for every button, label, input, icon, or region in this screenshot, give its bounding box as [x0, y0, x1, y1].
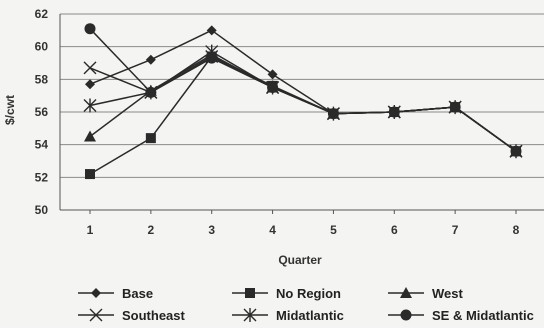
data-point — [145, 133, 156, 144]
legend-label: Midatlantic — [276, 308, 344, 323]
x-tick-label: 8 — [513, 223, 520, 237]
y-tick-label: 52 — [35, 170, 49, 184]
legend-label: SE & Midatlantic — [432, 308, 534, 323]
legend-marker — [91, 288, 101, 298]
x-tick-label: 1 — [87, 223, 94, 237]
x-tick-label: 5 — [330, 223, 337, 237]
data-point — [267, 69, 278, 80]
data-point — [388, 106, 400, 118]
legend-label: Southeast — [122, 308, 186, 323]
x-tick-label: 2 — [148, 223, 155, 237]
data-point — [145, 54, 156, 65]
data-point — [84, 23, 96, 35]
data-point — [83, 61, 97, 75]
data-point — [206, 52, 218, 64]
y-tick-labels: 50 52 54 56 58 60 62 — [35, 7, 49, 217]
legend-item: SE & Midatlantic — [388, 308, 534, 323]
y-axis-label: $/cwt — [3, 95, 17, 125]
y-tick-label: 56 — [35, 105, 49, 119]
data-point — [145, 86, 157, 98]
series-lines — [89, 28, 517, 175]
y-tick-label: 62 — [35, 7, 49, 21]
data-point — [449, 101, 461, 113]
legend-marker — [89, 308, 103, 322]
legend-label: Base — [122, 286, 153, 301]
x-tick-labels: 1 2 3 4 5 6 7 8 — [87, 210, 520, 237]
legend-item: Southeast — [78, 308, 186, 323]
series-markers — [83, 23, 523, 180]
x-tick-label: 4 — [269, 223, 276, 237]
data-point — [267, 82, 279, 93]
legend-item: West — [388, 286, 463, 301]
legend-label: West — [432, 286, 463, 301]
legend-item: Base — [78, 286, 153, 301]
legend-label: No Region — [276, 286, 341, 301]
series-line-no-region — [89, 55, 517, 175]
x-axis-label: Quarter — [278, 253, 322, 267]
data-point — [206, 25, 217, 36]
y-tick-label: 50 — [35, 203, 49, 217]
legend-item: No Region — [232, 286, 341, 301]
data-point — [327, 108, 339, 120]
data-point — [85, 79, 95, 90]
legend-marker — [245, 288, 255, 298]
data-point — [85, 169, 95, 180]
y-tick-label: 60 — [35, 40, 49, 54]
series-line-se-midatlantic — [89, 28, 517, 152]
y-tick-label: 54 — [35, 138, 49, 152]
legend-marker — [400, 309, 412, 321]
legend-marker — [243, 308, 257, 322]
y-tick-label: 58 — [35, 72, 49, 86]
legend-marker — [400, 287, 412, 298]
data-point — [510, 145, 522, 157]
x-tick-label: 6 — [391, 223, 398, 237]
data-point — [84, 130, 96, 142]
x-tick-label: 7 — [452, 223, 459, 237]
x-tick-label: 3 — [208, 223, 215, 237]
legend-item: Midatlantic — [232, 308, 344, 323]
data-point — [83, 98, 97, 113]
legend: Base No Region West Southeast Midatlantic SE … — [78, 286, 534, 323]
